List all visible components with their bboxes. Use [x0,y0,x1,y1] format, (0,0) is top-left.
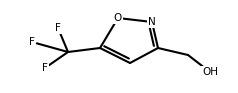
Text: OH: OH [202,67,218,77]
Text: F: F [29,37,35,47]
Text: N: N [148,17,156,27]
Text: F: F [55,23,61,33]
Text: F: F [42,63,48,73]
Text: O: O [114,13,122,23]
